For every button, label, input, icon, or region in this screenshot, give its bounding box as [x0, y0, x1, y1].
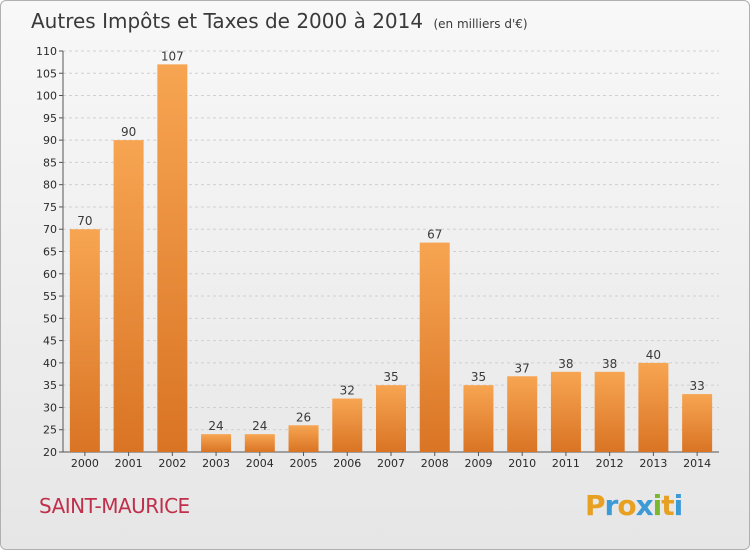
value-label-2003: 24 [208, 419, 223, 433]
x-tick-label-2004: 2004 [246, 457, 274, 470]
x-tick-label-2006: 2006 [333, 457, 361, 470]
x-tick-label-2003: 2003 [202, 457, 230, 470]
chart-title-text: Autres Impôts et Taxes de 2000 à 2014 [31, 9, 424, 33]
bar-2004 [244, 434, 275, 452]
x-tick-label-2007: 2007 [377, 457, 405, 470]
x-tick-label-2010: 2010 [508, 457, 536, 470]
x-tick-label-2012: 2012 [596, 457, 624, 470]
value-label-2001: 90 [121, 125, 136, 139]
chart-subtitle: (en milliers d'€) [433, 17, 528, 31]
y-tick-label: 75 [43, 201, 57, 214]
y-tick-label: 55 [43, 290, 57, 303]
y-tick-label: 85 [43, 156, 57, 169]
x-tick-label-2009: 2009 [464, 457, 492, 470]
bar-2012 [594, 371, 625, 452]
data-labels: 70 90 107 24 24 26 32 35 67 35 37 38 38 40 33 [77, 49, 705, 433]
bar-2003 [201, 434, 232, 452]
value-label-2011: 38 [558, 357, 573, 371]
value-label-2010: 37 [515, 361, 530, 375]
y-tick-label: 40 [43, 357, 57, 370]
x-tick-label-2001: 2001 [115, 457, 143, 470]
x-tick-label-2005: 2005 [290, 457, 318, 470]
y-tick-label: 45 [43, 335, 57, 348]
proxiti-logo[interactable]: Proxiti [585, 489, 683, 522]
commune-name: SAINT-MAURICE [39, 494, 190, 518]
value-label-2012: 38 [602, 357, 617, 371]
y-tick-label: 50 [43, 312, 57, 325]
value-label-2005: 26 [296, 410, 311, 424]
axes: 20 25 30 35 40 45 50 55 60 65 70 75 80 85 90 95 100 105 11… [36, 45, 719, 470]
y-tick-label: 100 [36, 90, 57, 103]
x-tick-label-2014: 2014 [683, 457, 711, 470]
value-label-2008: 67 [427, 228, 442, 242]
y-tick-label: 60 [43, 268, 57, 281]
y-tick-label: 90 [43, 134, 57, 147]
y-tick-label: 105 [36, 67, 57, 80]
x-tick-label-2000: 2000 [71, 457, 99, 470]
y-tick-label: 95 [43, 112, 57, 125]
x-tick-label-2002: 2002 [158, 457, 186, 470]
bar-2010 [507, 376, 538, 452]
value-label-2000: 70 [77, 214, 92, 228]
chart-title: Autres Impôts et Taxes de 2000 à 2014 (e… [31, 9, 528, 33]
bar-2008 [419, 242, 450, 452]
y-tick-label: 110 [36, 45, 57, 58]
y-tick-label: 20 [43, 446, 57, 459]
bar-2009 [463, 385, 494, 452]
bar-2013 [638, 362, 669, 452]
y-tick-label: 80 [43, 179, 57, 192]
bar-2002 [157, 64, 188, 452]
bar-2001 [113, 140, 144, 452]
bar-2014 [682, 394, 713, 452]
value-label-2004: 24 [252, 419, 267, 433]
bar-2011 [550, 371, 581, 452]
x-tick-label-2011: 2011 [552, 457, 580, 470]
bar-2005 [288, 425, 319, 452]
value-label-2013: 40 [646, 348, 661, 362]
value-label-2009: 35 [471, 370, 486, 384]
x-tick-label-2013: 2013 [639, 457, 667, 470]
bar-2007 [376, 385, 406, 452]
y-tick-label: 35 [43, 379, 57, 392]
value-label-2007: 35 [383, 370, 398, 384]
value-label-2002: 107 [161, 49, 184, 63]
value-label-2006: 32 [340, 384, 355, 398]
y-tick-label: 70 [43, 223, 57, 236]
y-tick-label: 65 [43, 246, 57, 259]
value-label-2014: 33 [689, 379, 704, 393]
bar-2000 [69, 229, 100, 452]
bar-2006 [332, 398, 363, 452]
y-tick-label: 25 [43, 424, 57, 437]
x-tick-label-2008: 2008 [421, 457, 449, 470]
y-tick-label: 30 [43, 401, 57, 414]
bars [69, 64, 713, 452]
